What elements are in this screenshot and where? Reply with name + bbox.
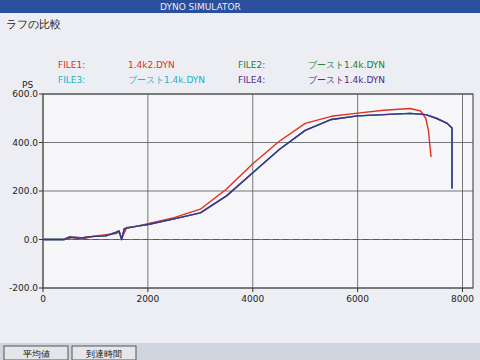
grid-line	[357, 94, 358, 288]
y-tick-label: -200.0	[9, 283, 38, 293]
tick	[357, 288, 358, 292]
button[interactable]	[4, 346, 68, 360]
tick	[39, 191, 43, 192]
y-tick-label: 0.0	[24, 235, 39, 245]
grid-line	[43, 288, 473, 289]
tick	[39, 142, 43, 143]
x-tick-label: 8000	[451, 294, 474, 304]
grid-line	[43, 142, 473, 143]
grid-line	[43, 94, 473, 95]
y-tick-label: 600.0	[12, 89, 38, 99]
legend-entry: FILE1:1.4k2.DYN	[58, 60, 175, 70]
grid-line	[147, 94, 148, 288]
legend-entry: FILE4:ブースト1.4k.DYN	[238, 75, 385, 85]
plot-frame	[43, 94, 473, 288]
grid-line	[43, 191, 473, 192]
title-bar	[0, 0, 480, 13]
grid-line	[252, 94, 253, 288]
x-tick-label: 4000	[241, 294, 264, 304]
grid-line	[43, 239, 473, 240]
series-group	[43, 109, 452, 240]
tick	[39, 94, 43, 95]
tick	[39, 288, 43, 289]
series-line	[43, 113, 452, 239]
series-line	[43, 113, 452, 239]
panel	[0, 13, 480, 343]
tick	[462, 288, 463, 292]
zero-line	[43, 239, 473, 240]
grid-line	[462, 94, 463, 288]
window-bg	[0, 0, 480, 360]
button-label: 到達時間	[86, 349, 122, 359]
tick	[43, 288, 44, 292]
legend-entry: FILE3:ブースト1.4k.DYN	[58, 75, 205, 85]
window-title: DYNO SIMULATOR	[160, 2, 241, 12]
button-label: 平均値	[23, 349, 50, 359]
tick	[39, 239, 43, 240]
y-tick-label: 200.0	[12, 186, 38, 196]
tick	[147, 288, 148, 292]
x-tick-label: 2000	[136, 294, 159, 304]
x-tick-label: 0	[40, 294, 46, 304]
tick	[252, 288, 253, 292]
title: ラフの比較	[6, 18, 61, 31]
y-tick-label: 400.0	[12, 138, 38, 148]
grid-line	[43, 94, 44, 288]
legend-entry: FILE2:ブースト1.4k.DYN	[238, 60, 385, 70]
screen: DYNO SIMULATOR ラフの比較 FILE1:1.4k2.DYN FILE2:…	[0, 0, 480, 360]
x-tick-label: 6000	[346, 294, 369, 304]
button[interactable]	[72, 346, 136, 360]
series-line	[43, 109, 431, 240]
series-line	[43, 113, 452, 239]
